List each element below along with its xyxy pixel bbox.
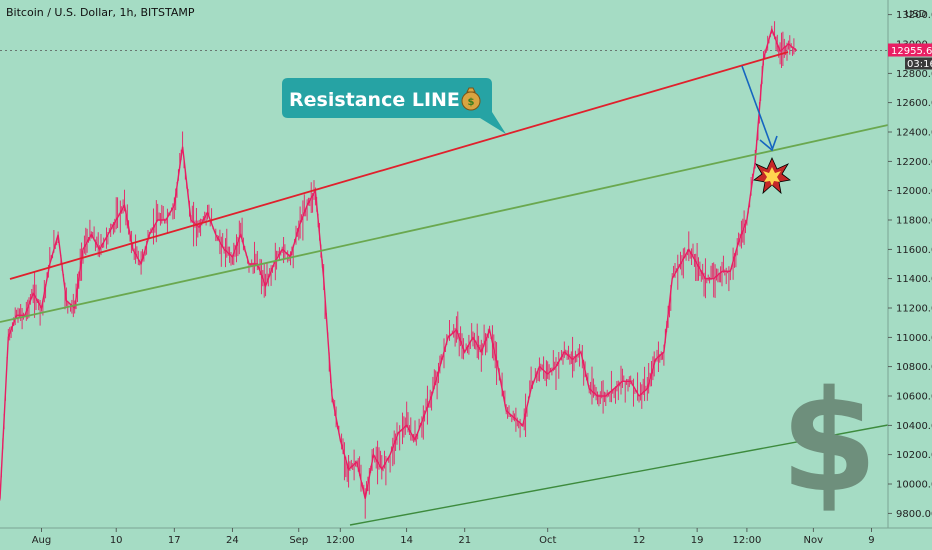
price-tick-label: 11200.00	[896, 304, 932, 315]
time-tick-label: 9	[868, 535, 874, 546]
price-tick-label: 10600.00	[896, 392, 932, 403]
resistance-callout-label: Resistance LINE	[289, 89, 460, 111]
current-price-value: 12955.60	[891, 46, 932, 57]
resistance-trendline	[9, 51, 789, 280]
candle-wicks	[0, 21, 796, 519]
price-tick-label: 12200.00	[896, 157, 932, 168]
price-tick-label: 12600.00	[896, 98, 932, 109]
time-tick-label: 12:00	[733, 535, 762, 546]
price-axis-unit: USD	[905, 9, 927, 20]
money-bag-icon: $	[461, 87, 481, 111]
price-tick-label: 13200.00	[896, 10, 932, 21]
price-tick-label: 11000.00	[896, 333, 932, 344]
support-trendline	[0, 124, 889, 323]
dollar-icon: $	[780, 361, 877, 524]
chart-title: Bitcoin / U.S. Dollar, 1h, BITSTAMP	[6, 6, 195, 19]
time-tick-label: 12	[633, 535, 646, 546]
time-tick-label: Nov	[804, 535, 824, 546]
time-tick-label: Oct	[539, 535, 556, 546]
time-tick-label: 14	[400, 535, 413, 546]
price-tick-label: 10000.00	[896, 480, 932, 491]
price-tick-label: 12000.00	[896, 186, 932, 197]
current-price-badge: 12955.60 03:16	[888, 43, 932, 70]
projection-arrow	[741, 65, 778, 152]
time-tick-label: 19	[691, 535, 704, 546]
collision-icon	[753, 157, 791, 195]
time-tick-label: 21	[458, 535, 471, 546]
resistance-callout: Resistance LINE $	[282, 78, 506, 134]
candle-countdown-timer: 03:16	[907, 59, 932, 70]
price-tick-label: 11400.00	[896, 274, 932, 285]
time-tick-label: 24	[226, 535, 239, 546]
price-tick-label: 11600.00	[896, 245, 932, 256]
price-tick-label: 12400.00	[896, 128, 932, 139]
price-tick-label: 10200.00	[896, 450, 932, 461]
price-tick-label: 11800.00	[896, 216, 932, 227]
time-axis-ticks: Aug 10 17 24 Sep 12:00 14 21 Oct 12 19 12:00 Nov 9	[32, 528, 875, 546]
lower-channel-trendline	[349, 424, 889, 526]
time-tick-label: Sep	[289, 535, 308, 546]
price-tick-label: 9800.00	[896, 509, 932, 520]
time-axis[interactable]: Aug 10 17 24 Sep 12:00 14 21 Oct 12 19 12:00 Nov 9	[0, 527, 932, 546]
price-tick-label: 10400.00	[896, 421, 932, 432]
price-tick-label: 10800.00	[896, 362, 932, 373]
price-tick-label: 12800.00	[896, 69, 932, 80]
svg-text:$: $	[468, 97, 475, 108]
time-tick-label: 12:00	[326, 535, 355, 546]
time-tick-label: 17	[168, 535, 181, 546]
time-tick-label: 10	[110, 535, 123, 546]
time-tick-label: Aug	[32, 535, 52, 546]
